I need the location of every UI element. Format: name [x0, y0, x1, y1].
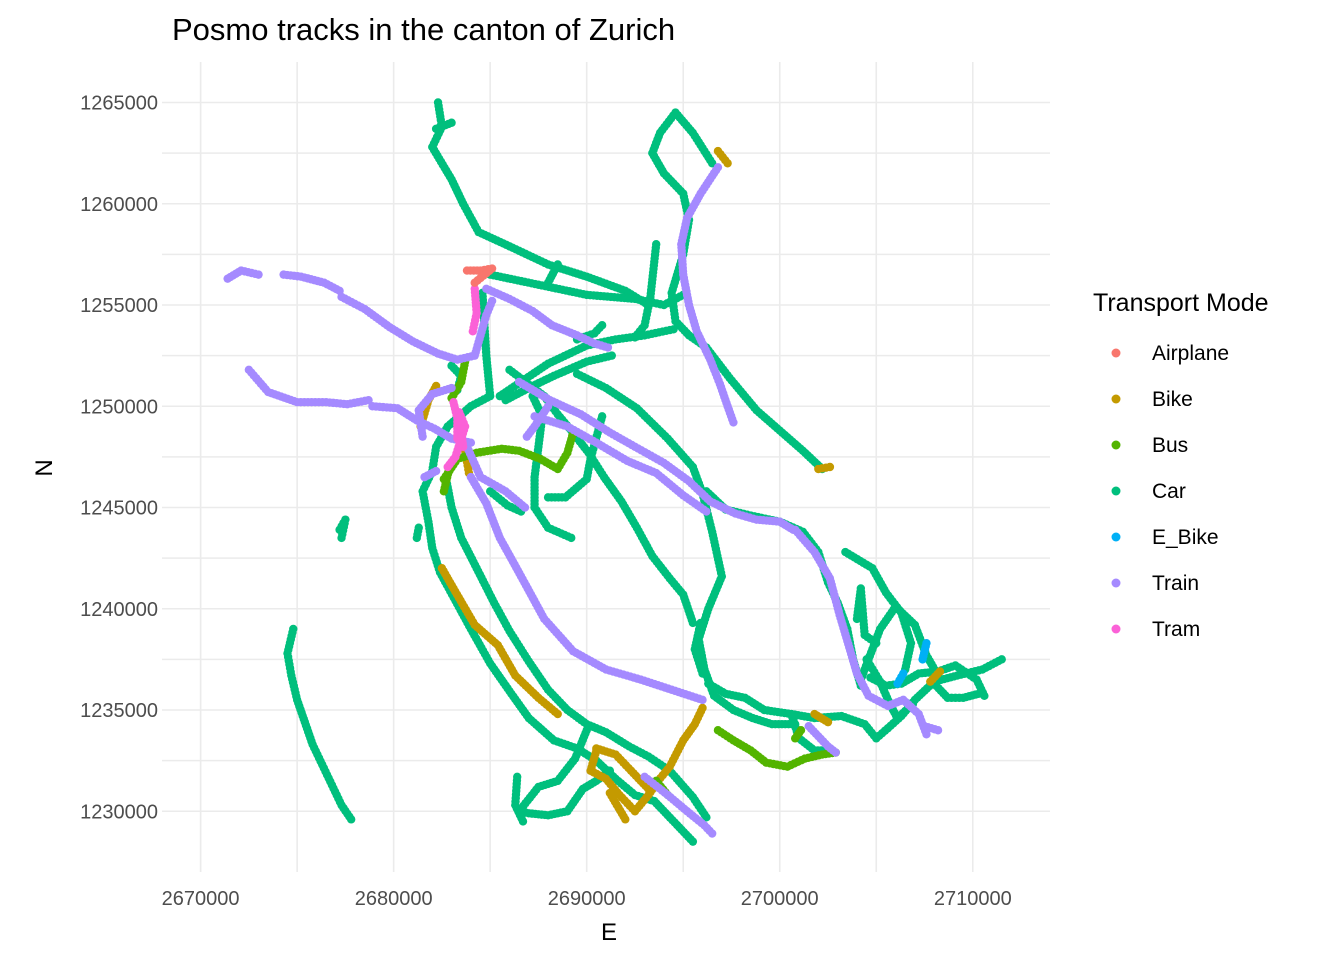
- y-axis-title: N: [31, 459, 58, 476]
- data-point: [823, 717, 833, 727]
- y-tick-label: 1260000: [80, 194, 158, 216]
- data-point: [518, 817, 528, 826]
- data-point: [553, 709, 562, 719]
- data-point: [447, 383, 456, 393]
- data-point: [698, 669, 707, 678]
- y-tick-label: 1255000: [80, 295, 158, 317]
- y-tick-label: 1245000: [80, 498, 158, 520]
- series-airplane: [462, 264, 497, 287]
- legend-label: E_Bike: [1152, 526, 1219, 549]
- data-point: [567, 533, 576, 543]
- data-point: [974, 689, 983, 698]
- data-point: [447, 361, 456, 370]
- legend-items: Airplane Bike Bus Car E_Bike Train Tram: [1111, 342, 1229, 641]
- data-point: [447, 118, 456, 127]
- series-tram: [443, 284, 481, 472]
- legend-label: Tram: [1152, 618, 1200, 641]
- data-point: [646, 786, 655, 796]
- legend-swatch: [1111, 624, 1121, 634]
- legend-label: Car: [1152, 480, 1186, 503]
- data-point: [922, 730, 931, 739]
- data-point: [346, 815, 356, 824]
- data-point: [621, 815, 630, 824]
- x-tick-label: 2700000: [741, 888, 819, 910]
- data-point: [825, 462, 835, 472]
- y-tick-label: 1250000: [80, 396, 158, 418]
- legend-label: Bus: [1152, 434, 1188, 457]
- data-point: [688, 837, 698, 846]
- data-point: [698, 695, 707, 705]
- data-point: [918, 655, 927, 664]
- data-point: [729, 418, 738, 427]
- legend-item-airplane: Airplane: [1111, 342, 1229, 365]
- data-point: [364, 395, 373, 405]
- data-point: [522, 432, 532, 441]
- data-point: [468, 327, 477, 336]
- series-e-bike: [893, 638, 931, 688]
- data-point: [698, 703, 707, 713]
- data-point: [337, 533, 346, 543]
- legend-label: Airplane: [1152, 342, 1229, 365]
- y-tick-label: 1240000: [80, 599, 158, 621]
- data-point: [254, 270, 263, 279]
- x-tick-label: 2690000: [548, 888, 626, 910]
- data-point: [997, 655, 1006, 664]
- data-point: [470, 278, 479, 287]
- legend-swatch: [1111, 532, 1121, 542]
- data-point: [603, 343, 613, 352]
- y-tick-label: 1235000: [80, 700, 158, 722]
- legend: Transport Mode Airplane Bike Bus Car E_Bike T…: [1093, 289, 1269, 641]
- legend-item-train: Train: [1111, 572, 1199, 595]
- data-point: [605, 766, 615, 775]
- data-point: [702, 813, 711, 822]
- data-point: [443, 462, 452, 472]
- data-point: [607, 351, 616, 360]
- data-points: [223, 98, 1006, 846]
- data-point: [702, 507, 711, 516]
- legend-swatch: [1111, 394, 1121, 404]
- chart-title: Posmo tracks in the canton of Zurich: [172, 12, 675, 47]
- data-point: [933, 726, 943, 735]
- data-point: [553, 260, 562, 269]
- legend-swatch: [1111, 486, 1121, 496]
- x-tick-label: 2670000: [162, 888, 240, 910]
- legend-title: Transport Mode: [1093, 289, 1269, 317]
- x-axis-title: E: [601, 919, 617, 946]
- data-point: [597, 412, 607, 421]
- data-point: [831, 748, 840, 757]
- data-point: [899, 669, 908, 678]
- data-point: [520, 503, 530, 512]
- legend-item-e-bike: E_Bike: [1111, 526, 1219, 549]
- data-point: [420, 472, 429, 482]
- legend-swatch: [1111, 578, 1121, 588]
- data-point: [723, 159, 732, 168]
- data-point: [487, 296, 497, 306]
- legend-swatch: [1111, 348, 1121, 358]
- legend-item-car: Car: [1111, 480, 1186, 503]
- series-car: [283, 98, 1006, 846]
- data-point: [688, 618, 698, 628]
- data-point: [597, 321, 607, 330]
- y-tick-label: 1230000: [80, 801, 158, 823]
- data-point: [707, 829, 717, 838]
- legend-label: Bike: [1152, 388, 1193, 411]
- x-tick-label: 2710000: [934, 888, 1012, 910]
- legend-item-bike: Bike: [1111, 388, 1193, 411]
- data-point: [412, 533, 422, 543]
- data-point: [796, 726, 806, 735]
- axis-labels: 2670000 2680000 2690000 2700000 2710000 12300…: [80, 93, 1012, 911]
- y-tick-label: 1265000: [80, 93, 158, 115]
- legend-swatch: [1111, 440, 1121, 450]
- data-point: [935, 667, 945, 676]
- data-point: [872, 638, 881, 648]
- series-train: [223, 163, 943, 838]
- legend-item-bus: Bus: [1111, 434, 1188, 457]
- legend-label: Train: [1152, 572, 1199, 595]
- legend-item-tram: Tram: [1111, 618, 1200, 641]
- x-tick-label: 2680000: [355, 888, 433, 910]
- data-point: [669, 325, 678, 334]
